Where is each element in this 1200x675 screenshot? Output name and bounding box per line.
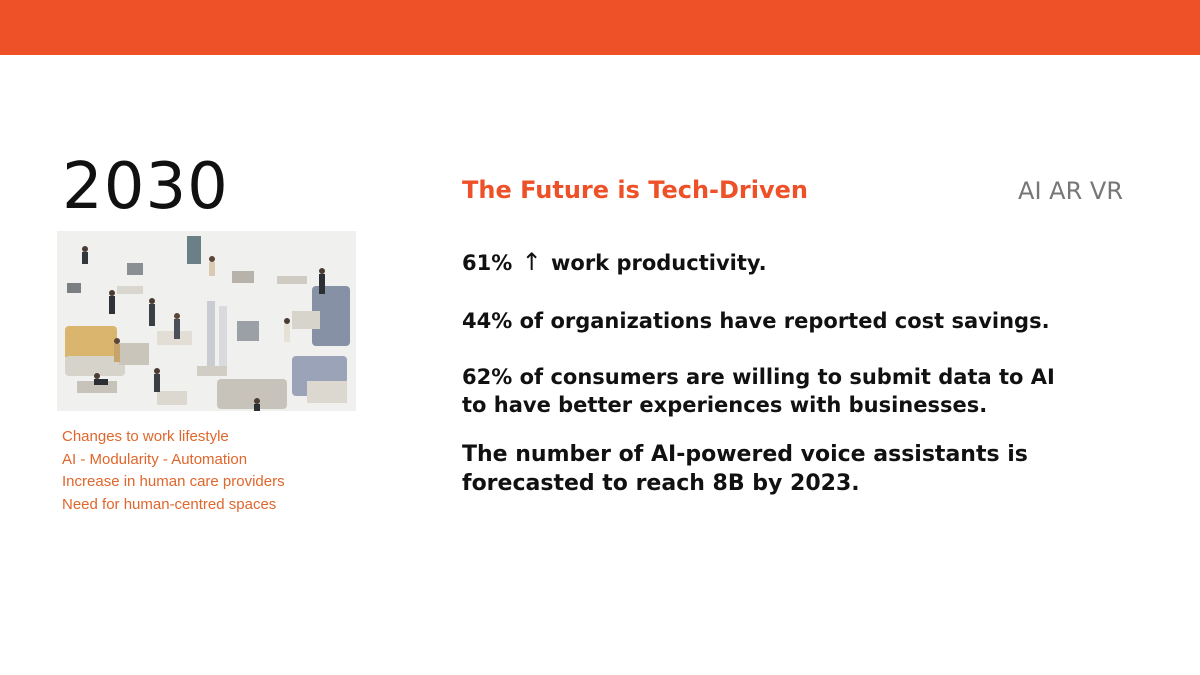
top-accent-bar (0, 0, 1200, 55)
stat-consumers-line: to have better experiences with business… (462, 393, 988, 417)
stat-consumers: 62% of consumers are willing to submit d… (462, 363, 1055, 419)
stat-consumers-line: 62% of consumers are willing to submit d… (462, 365, 1055, 389)
note-item: AI - Modularity - Automation (62, 450, 248, 468)
stat-cost-savings: 44% of organizations have reported cost … (462, 309, 1050, 333)
year-title: 2030 (62, 150, 229, 224)
office-furniture-image (57, 231, 356, 411)
tech-tags: AI AR VR (1018, 177, 1123, 205)
section-heading: The Future is Tech-Driven (462, 176, 808, 204)
note-item: Increase in human care providers (62, 473, 285, 490)
note-item: Need for human-centred spaces (62, 495, 277, 513)
stat-productivity-value: 61% (462, 251, 513, 275)
arrow-up-icon: ↑ (521, 248, 542, 276)
stat-voice-assistants: The number of AI-powered voice assistant… (462, 440, 1028, 498)
office-furniture-illustration (57, 231, 356, 411)
notes-list: Changes to work lifestyle AI - Modularit… (62, 426, 285, 516)
stat-voice-line: The number of AI-powered voice assistant… (462, 442, 1028, 467)
stat-productivity: 61% ↑ work productivity. (462, 248, 767, 277)
stat-productivity-text: work productivity. (551, 251, 767, 275)
stat-voice-line: forecasted to reach 8B by 2023. (462, 471, 860, 496)
note-item: Changes to work lifestyle (62, 428, 229, 445)
